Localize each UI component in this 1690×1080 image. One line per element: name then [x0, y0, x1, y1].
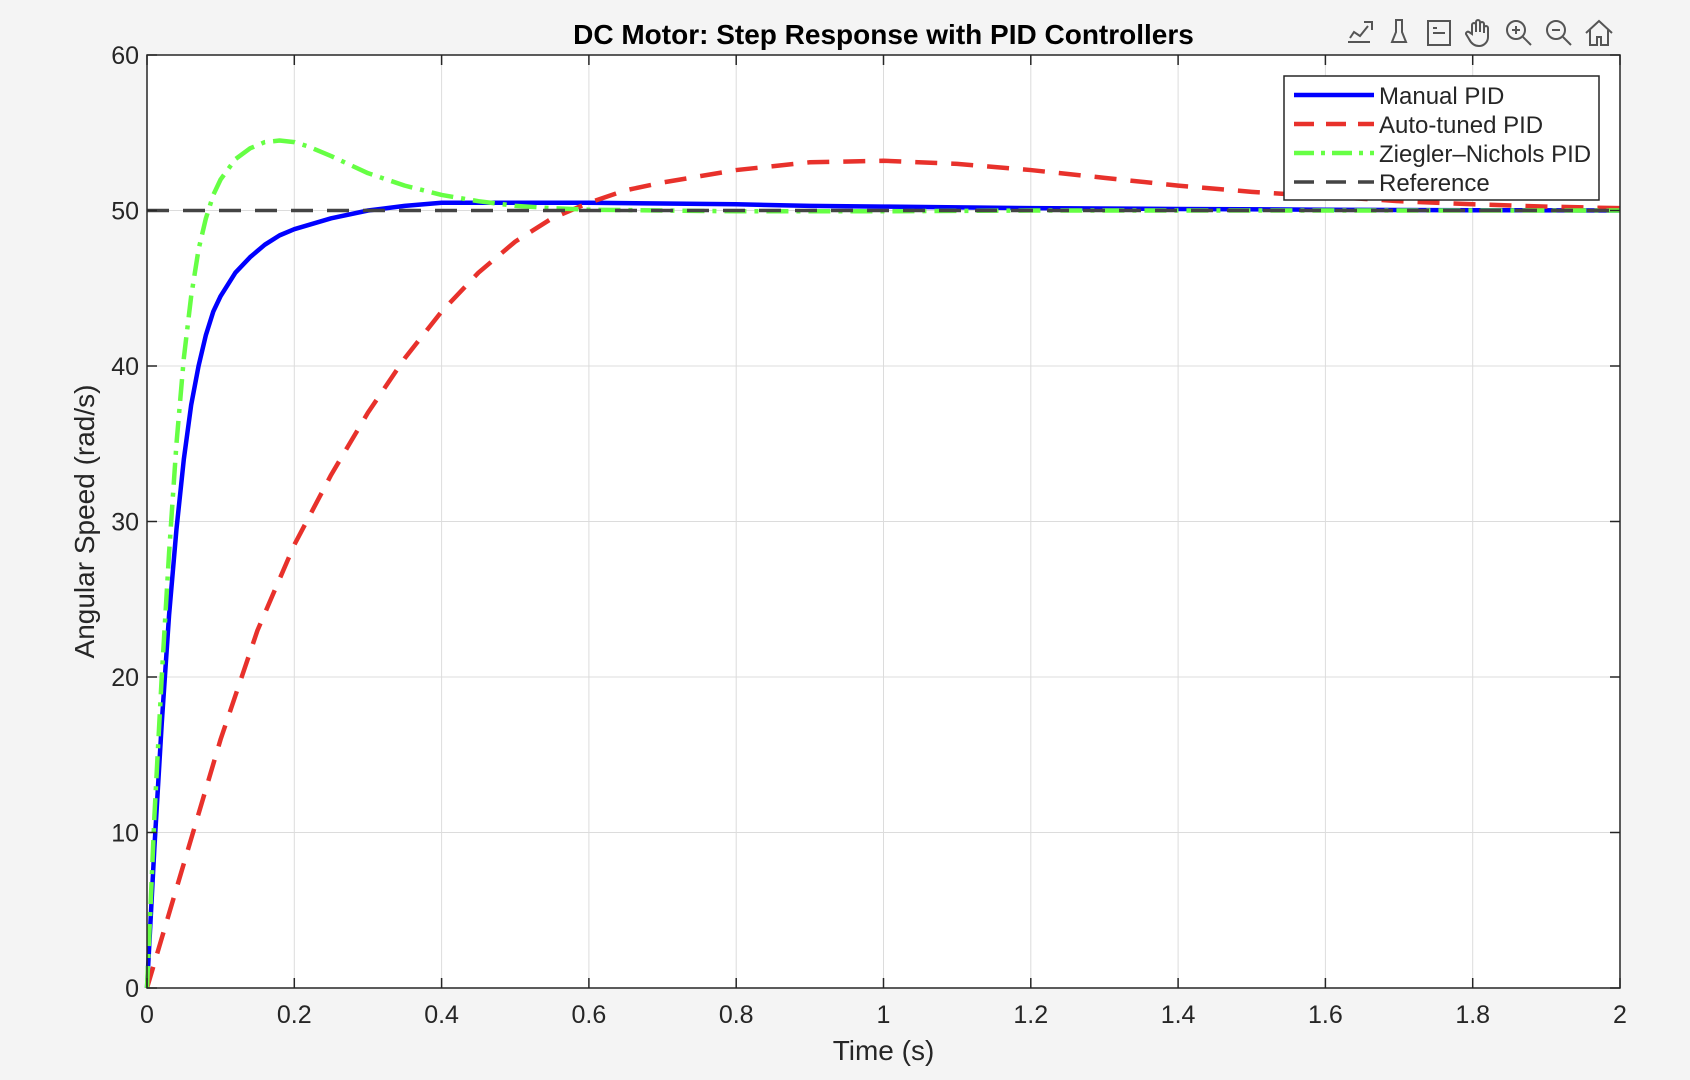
legend-entry-label: Auto-tuned PID: [1379, 112, 1543, 139]
datatip-icon: [1427, 20, 1451, 46]
x-tick-label: 0.8: [719, 1001, 754, 1029]
zoom-in-button[interactable]: [1500, 14, 1538, 52]
x-tick-label: 1.8: [1455, 1001, 1490, 1029]
x-tick-label: 1.6: [1308, 1001, 1343, 1029]
home-button[interactable]: [1580, 14, 1618, 52]
export-button[interactable]: [1340, 14, 1378, 52]
brush-button[interactable]: [1380, 14, 1418, 52]
x-tick-label: 0: [140, 1001, 154, 1029]
export-icon: [1348, 21, 1373, 43]
x-tick-label: 1.2: [1013, 1001, 1048, 1029]
y-tick-label: 20: [111, 664, 139, 692]
zoom-out-button[interactable]: [1540, 14, 1578, 52]
x-tick-label: 2: [1613, 1001, 1627, 1029]
zoom-in-icon: [1506, 20, 1532, 46]
x-tick-label: 1: [877, 1001, 891, 1029]
y-tick-label: 50: [111, 198, 139, 226]
zoom-out-icon: [1546, 20, 1572, 46]
home-icon: [1585, 19, 1613, 46]
y-axis-label: Angular Speed (rad/s): [69, 385, 100, 659]
x-tick-label: 0.6: [572, 1001, 607, 1029]
x-tick-label: 1.4: [1161, 1001, 1196, 1029]
axes-toolbar: [1340, 14, 1618, 52]
y-tick-label: 30: [111, 509, 139, 537]
y-tick-label: 60: [111, 42, 139, 70]
legend-entry-label: Ziegler–Nichols PID: [1379, 141, 1591, 168]
legend-entry-label: Manual PID: [1379, 83, 1504, 110]
datatip-button[interactable]: [1420, 14, 1458, 52]
x-tick-label: 0.4: [424, 1001, 459, 1029]
chart-title: DC Motor: Step Response with PID Control…: [573, 19, 1194, 50]
x-axis-label: Time (s): [833, 1035, 935, 1066]
series-line-manual-pid: [144, 200, 1621, 989]
y-tick-label: 0: [125, 975, 139, 1003]
legend-entry-label: Reference: [1379, 170, 1490, 197]
series-line-ziegler-nichols-pid: [144, 138, 1620, 989]
pan-hand-button[interactable]: [1460, 14, 1498, 52]
y-tick-label: 40: [111, 353, 139, 381]
y-tick-label: 10: [111, 820, 139, 848]
pan-hand-icon: [1465, 19, 1489, 48]
brush-icon: [1390, 19, 1408, 43]
x-tick-label: 0.2: [277, 1001, 312, 1029]
